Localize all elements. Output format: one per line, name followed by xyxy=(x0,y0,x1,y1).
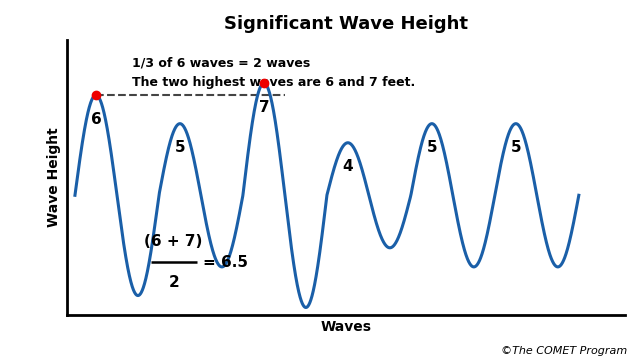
Text: = 6.5: = 6.5 xyxy=(204,255,248,270)
Text: ©The COMET Program: ©The COMET Program xyxy=(501,346,627,356)
Text: 2: 2 xyxy=(168,275,179,290)
Title: Significant Wave Height: Significant Wave Height xyxy=(224,15,468,33)
Text: 6: 6 xyxy=(91,112,101,127)
Text: 7: 7 xyxy=(259,100,269,115)
Text: 5: 5 xyxy=(426,140,437,156)
Text: 4: 4 xyxy=(342,159,353,175)
Text: 5: 5 xyxy=(511,140,521,156)
Text: The two highest waves are 6 and 7 feet.: The two highest waves are 6 and 7 feet. xyxy=(132,76,415,89)
Text: (6 + 7): (6 + 7) xyxy=(145,234,203,249)
Y-axis label: Wave Height: Wave Height xyxy=(47,127,61,227)
Text: 1/3 of 6 waves = 2 waves: 1/3 of 6 waves = 2 waves xyxy=(132,57,310,70)
X-axis label: Waves: Waves xyxy=(320,320,371,334)
Text: 5: 5 xyxy=(175,140,185,156)
